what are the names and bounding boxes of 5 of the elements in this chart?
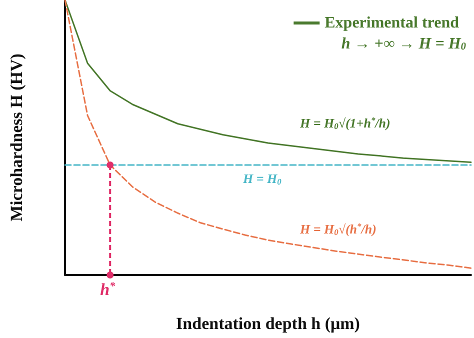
legend-label: Experimental trend: [324, 14, 460, 32]
y-axis-title: Microhardness H (HV): [7, 54, 26, 222]
text: h*: [100, 280, 116, 299]
x-axis-title: Indentation depth h (μm): [176, 314, 360, 333]
annotation: h → +∞ → H = H0: [341, 36, 467, 52]
